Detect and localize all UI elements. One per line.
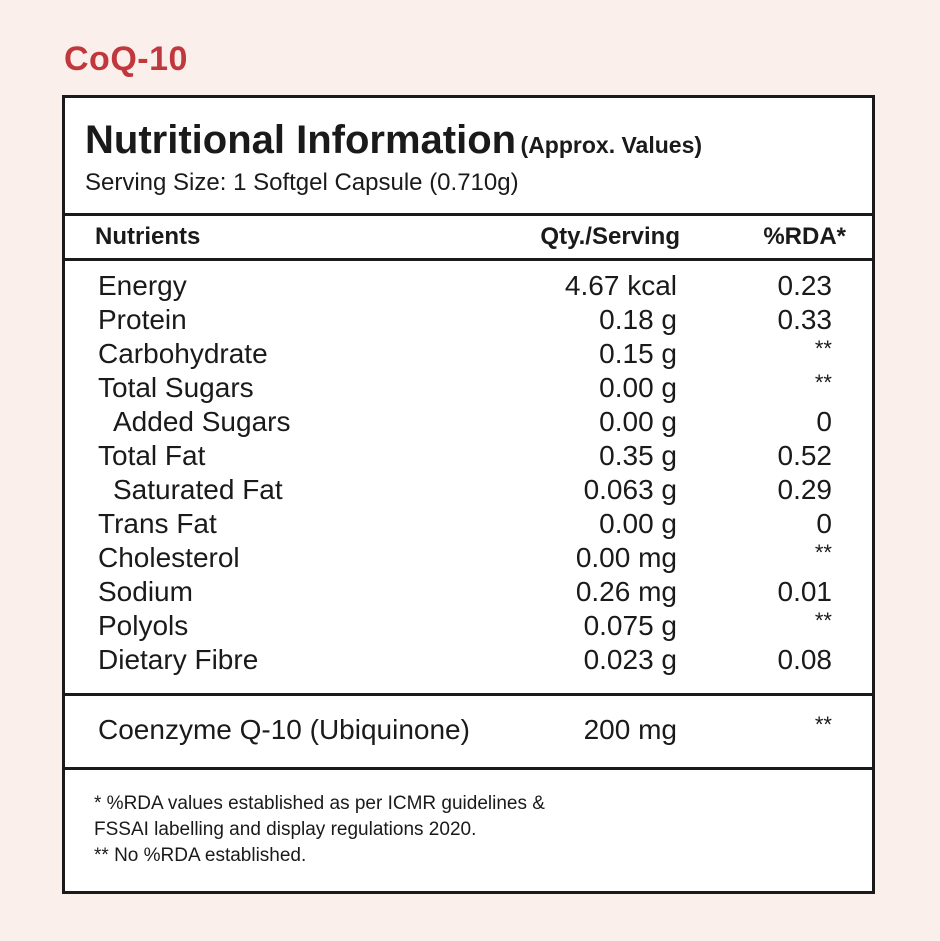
nutrient-rda: **	[814, 370, 832, 395]
nutrient-rda: 0.08	[777, 644, 833, 675]
nutrient-qty: 0.18 g	[599, 304, 677, 335]
footnote-fssai: FSSAI labelling and display regulations …	[94, 819, 477, 840]
panel-header: Nutritional Information (Approx. Values)…	[65, 98, 872, 213]
nutrient-name: Saturated Fat	[113, 474, 283, 505]
nutrient-name: Dietary Fibre	[98, 644, 259, 675]
nutrient-qty: 4.67 kcal	[564, 270, 677, 301]
panel-title: Nutritional Information (Approx. Values)	[85, 118, 702, 163]
table-row: Dietary Fibre 0.023 g 0.08	[65, 644, 872, 678]
nutrient-name: Added Sugars	[113, 406, 291, 437]
nutrient-name: Total Fat	[98, 440, 206, 471]
nutrient-rda: 0.29	[777, 474, 833, 505]
table-row: Added Sugars 0.00 g 0	[65, 406, 872, 440]
divider	[65, 693, 872, 696]
brand-title: CoQ-10	[64, 40, 188, 78]
nutrient-name: Cholesterol	[98, 542, 240, 573]
nutrient-qty: 0.00 g	[599, 406, 677, 437]
title-main: Nutritional Information	[85, 118, 517, 162]
nutrient-rda: 0	[816, 406, 832, 437]
serving-size: Serving Size: 1 Softgel Capsule (0.710g)	[85, 169, 519, 196]
nutrient-rda: **	[814, 540, 832, 565]
table-row: Carbohydrate 0.15 g **	[65, 336, 872, 372]
table-row: Polyols 0.075 g **	[65, 608, 872, 644]
nutrient-name: Sodium	[98, 576, 193, 607]
footnote-no-rda: ** No %RDA established.	[94, 845, 307, 866]
divider	[65, 213, 872, 216]
table-row: Total Fat 0.35 g 0.52	[65, 440, 872, 474]
nutrient-rda: 0	[816, 508, 832, 539]
column-header-qty: Qty./Serving	[540, 223, 680, 250]
active-ingredient-row: Coenzyme Q-10 (Ubiquinone) 200 mg **	[65, 712, 872, 748]
nutrient-qty: 0.00 g	[599, 508, 677, 539]
nutrition-panel: Nutritional Information (Approx. Values)…	[62, 95, 875, 894]
nutrient-rda: 0.23	[777, 270, 833, 301]
nutrient-qty: 0.15 g	[599, 338, 677, 369]
active-ingredient-rda: **	[814, 712, 832, 737]
nutrient-qty: 0.075 g	[583, 610, 677, 641]
column-header-row: Nutrients Qty./Serving %RDA*	[65, 213, 872, 258]
nutrient-name: Total Sugars	[98, 372, 254, 403]
nutrient-rda: 0.33	[777, 304, 833, 335]
nutrient-rda: 0.01	[777, 576, 833, 607]
table-row: Sodium 0.26 mg 0.01	[65, 576, 872, 610]
nutrient-name: Protein	[98, 304, 187, 335]
active-ingredient-qty: 200 mg	[583, 714, 677, 745]
nutrient-name: Polyols	[98, 610, 189, 641]
table-row: Protein 0.18 g 0.33	[65, 304, 872, 338]
nutrient-name: Trans Fat	[98, 508, 217, 539]
column-header-nutrients: Nutrients	[95, 223, 201, 250]
footnotes: * %RDA values established as per ICMR gu…	[94, 791, 545, 869]
nutrient-rda: **	[814, 336, 832, 361]
nutrient-qty: 0.00 mg	[575, 542, 677, 573]
table-row: Saturated Fat 0.063 g 0.29	[65, 474, 872, 508]
divider	[65, 258, 872, 261]
title-suffix: (Approx. Values)	[520, 132, 703, 158]
table-row: Energy 4.67 kcal 0.23	[65, 270, 872, 304]
nutrient-rda: 0.52	[777, 440, 833, 471]
nutrient-table: Energy 4.67 kcal 0.23 Protein 0.18 g 0.33 Carb…	[65, 270, 872, 678]
table-row: Trans Fat 0.00 g 0	[65, 508, 872, 542]
nutrient-qty: 0.00 g	[599, 372, 677, 403]
footnote-rda: * %RDA values established as per ICMR gu…	[94, 793, 545, 814]
nutrient-qty: 0.063 g	[583, 474, 677, 505]
nutrient-qty: 0.023 g	[583, 644, 677, 675]
divider	[65, 767, 872, 770]
active-ingredient-name: Coenzyme Q-10 (Ubiquinone)	[98, 714, 470, 745]
table-row: Cholesterol 0.00 mg **	[65, 540, 872, 576]
nutrient-name: Energy	[98, 270, 187, 301]
table-row: Total Sugars 0.00 g **	[65, 370, 872, 406]
nutrient-name: Carbohydrate	[98, 338, 268, 369]
column-header-rda: %RDA*	[763, 223, 846, 250]
nutrient-qty: 0.26 mg	[575, 576, 677, 607]
nutrient-qty: 0.35 g	[599, 440, 677, 471]
nutrient-rda: **	[814, 608, 832, 633]
